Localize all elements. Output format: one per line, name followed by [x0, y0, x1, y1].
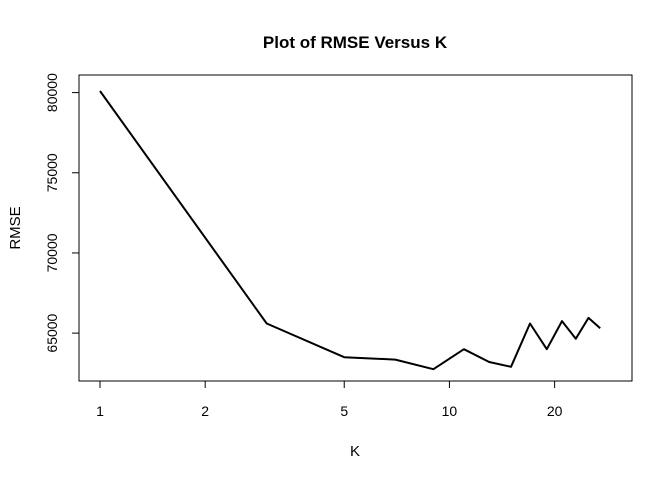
y-axis-label: RMSE	[7, 206, 24, 249]
y-axis: 65000 70000 75000 80000	[44, 73, 80, 353]
x-tick-label: 20	[547, 403, 563, 419]
x-axis-label: K	[350, 443, 360, 460]
y-tick-label: 75000	[44, 153, 60, 192]
x-tick-label: 2	[201, 403, 209, 419]
y-tick-label: 80000	[44, 73, 60, 112]
y-tick-label: 70000	[44, 233, 60, 272]
x-tick-label: 1	[96, 403, 104, 419]
x-axis: 1 2 5 10 20	[96, 380, 563, 419]
x-tick-label: 5	[340, 403, 348, 419]
chart-title: Plot of RMSE Versus K	[263, 33, 448, 52]
y-tick-label: 65000	[44, 313, 60, 352]
rmse-line	[99, 90, 601, 371]
x-tick-label: 10	[442, 403, 458, 419]
